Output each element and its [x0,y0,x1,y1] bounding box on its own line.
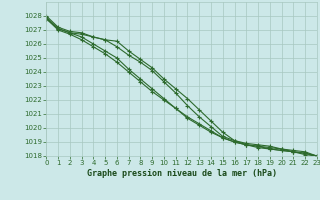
X-axis label: Graphe pression niveau de la mer (hPa): Graphe pression niveau de la mer (hPa) [87,169,276,178]
